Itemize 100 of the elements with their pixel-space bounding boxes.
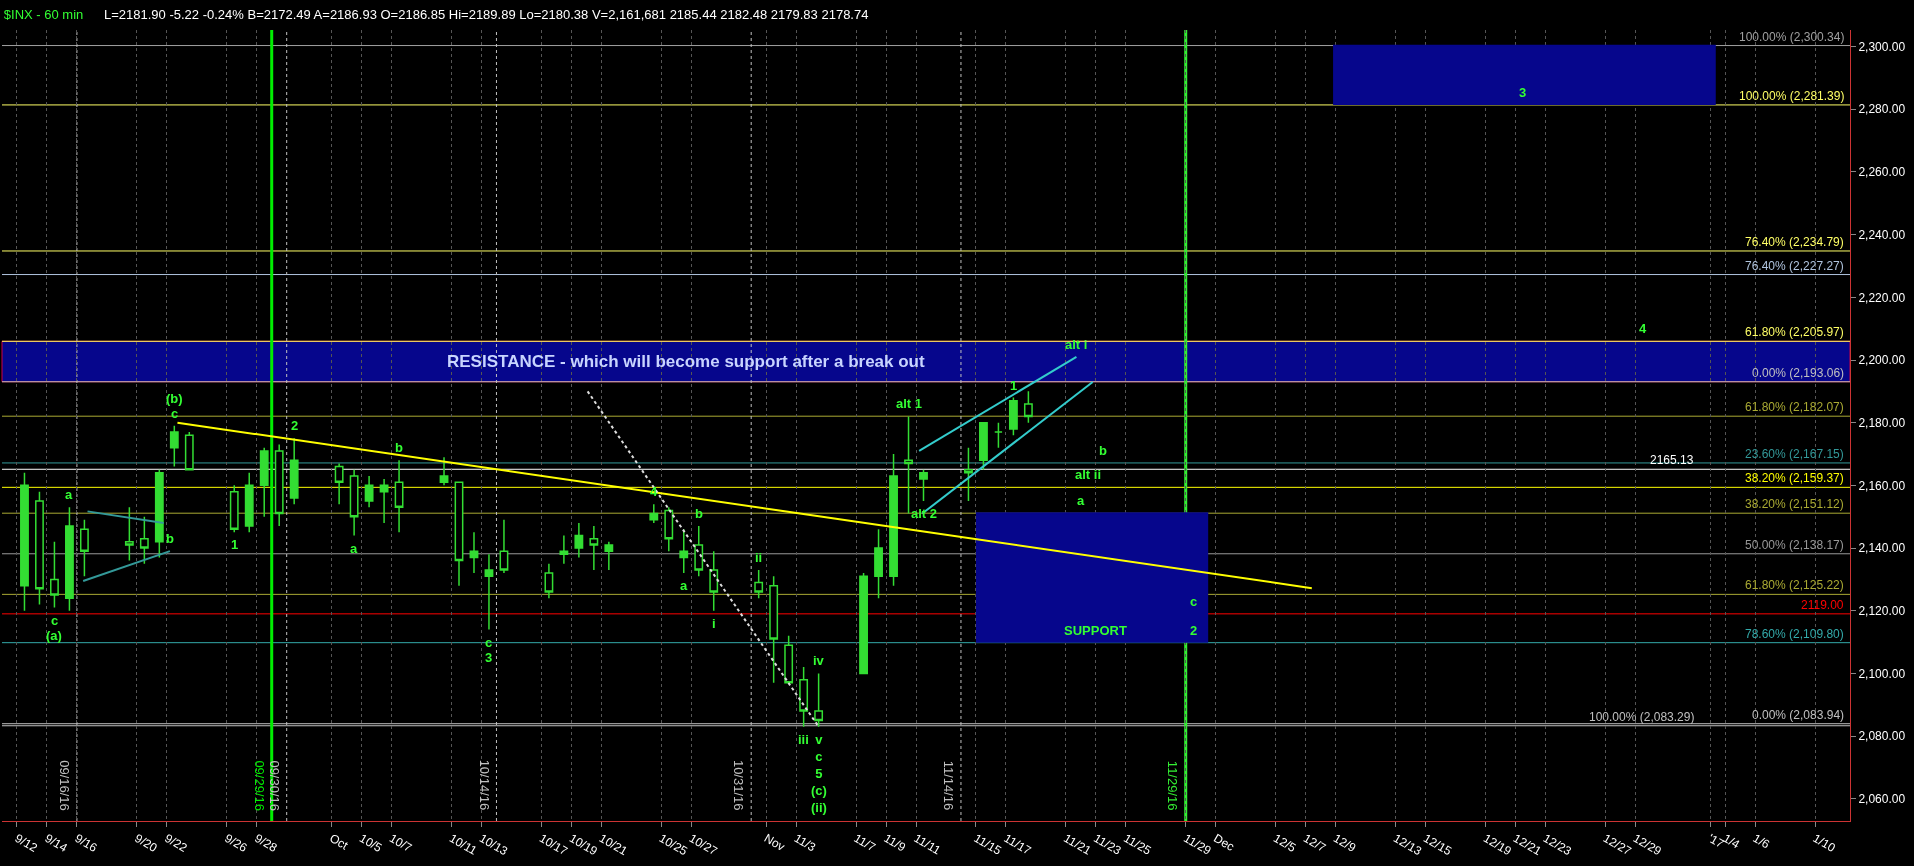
annotation: 2 bbox=[291, 418, 299, 433]
ref-line-label: 2165.13 bbox=[1650, 453, 1694, 467]
ref-line-label: 38.20% (2,151.12) bbox=[1745, 497, 1844, 511]
ref-line-label: 50.00% (2,138.17) bbox=[1745, 538, 1844, 552]
band-label: RESISTANCE - which will become support after a break out bbox=[447, 352, 925, 371]
annotation: (b) bbox=[166, 391, 183, 406]
annotation: b bbox=[695, 506, 703, 521]
y-tick-label: 2,140.00 bbox=[1858, 541, 1906, 556]
x-tick-label: 12/5 bbox=[1271, 831, 1299, 856]
x-tick-label: 9/28 bbox=[252, 831, 280, 856]
candlestick bbox=[799, 666, 809, 728]
annotation: alt 2 bbox=[911, 506, 938, 521]
x-tick-label: 12/7 bbox=[1301, 831, 1329, 856]
candlestick bbox=[259, 447, 269, 518]
ref-line-label: 100.00% (2,281.39) bbox=[1739, 89, 1845, 103]
ref-line-label: 0.00% (2,193.06) bbox=[1752, 366, 1845, 380]
x-tick-label: 12/23 bbox=[1540, 831, 1575, 859]
candlestick bbox=[289, 437, 299, 505]
candlestick bbox=[394, 459, 404, 534]
x-tick-label: 11/17 bbox=[1001, 831, 1034, 858]
y-tick-label: 2,080.00 bbox=[1858, 729, 1906, 744]
annotation: ii bbox=[755, 550, 763, 565]
candlestick bbox=[124, 506, 134, 562]
y-tick-label: 2,240.00 bbox=[1858, 227, 1906, 242]
ref-line-label: 78.60% (2,109.80) bbox=[1745, 627, 1844, 641]
x-tick-label: 10/7 bbox=[387, 831, 415, 856]
annotation: 1 bbox=[1010, 378, 1018, 393]
annotation: a bbox=[1077, 493, 1085, 508]
candlestick bbox=[919, 468, 928, 502]
x-tick-label: 10/5 bbox=[357, 831, 385, 856]
x-tick-label: 9/26 bbox=[222, 831, 250, 856]
candlestick bbox=[574, 522, 584, 559]
candlestick bbox=[814, 672, 824, 728]
candlestick bbox=[244, 472, 254, 534]
ref-line-label: 10/14/16 bbox=[476, 759, 492, 811]
ref-line-label: 61.80% (2,125.22) bbox=[1745, 578, 1844, 592]
candlestick bbox=[364, 475, 374, 509]
ref-line-label: 76.40% (2,227.27) bbox=[1745, 259, 1844, 273]
annotation: b bbox=[166, 531, 174, 546]
ref-line-label: 38.20% (2,159.37) bbox=[1745, 471, 1844, 485]
candlestick bbox=[35, 490, 44, 606]
annotation: (a) bbox=[46, 628, 62, 643]
x-tick-label: 1/10 bbox=[1810, 831, 1839, 856]
y-tick-label: 2,280.00 bbox=[1858, 102, 1906, 117]
ref-line-label: 76.40% (2,234.79) bbox=[1745, 235, 1844, 249]
annotation: b bbox=[395, 440, 403, 455]
candlestick bbox=[859, 572, 868, 675]
annotation: 3 bbox=[1519, 85, 1527, 100]
annotation: SUPPORT bbox=[1064, 623, 1127, 638]
annotation: c bbox=[51, 613, 59, 628]
x-tick-label: 11/23 bbox=[1091, 831, 1124, 858]
candlestick bbox=[484, 553, 494, 631]
x-tick-label: 1/6 bbox=[1750, 831, 1773, 852]
annotation: iii bbox=[798, 732, 809, 747]
y-tick-label: 2,060.00 bbox=[1858, 791, 1906, 806]
ref-line-label: 61.80% (2,205.97) bbox=[1745, 325, 1844, 339]
annotation: c bbox=[485, 635, 493, 650]
candlestick bbox=[1008, 396, 1018, 436]
annotation: v c 5 (c) (ii) bbox=[811, 732, 827, 815]
y-tick-label: 2,180.00 bbox=[1858, 415, 1906, 430]
candlestick bbox=[784, 635, 794, 684]
candlestick bbox=[469, 531, 479, 574]
x-tick-label: 9/16 bbox=[72, 831, 100, 856]
candlestick bbox=[334, 462, 344, 505]
candlestick bbox=[769, 575, 779, 684]
x-tick-label: 11/7 bbox=[851, 831, 879, 855]
y-tick-label: 2,120.00 bbox=[1858, 603, 1906, 618]
x-tick-label: 11/11 bbox=[911, 831, 944, 858]
annotation: b bbox=[1099, 443, 1107, 458]
candlestick bbox=[994, 421, 1003, 449]
candlestick bbox=[274, 443, 284, 527]
annotation: i bbox=[712, 616, 716, 631]
x-tick-label: Nov bbox=[761, 831, 788, 854]
annotation: alt ii bbox=[1075, 467, 1102, 482]
x-tick-label: 9/22 bbox=[162, 831, 190, 856]
candlestick bbox=[544, 562, 554, 599]
y-tick-label: 2,100.00 bbox=[1858, 666, 1906, 681]
candlestick bbox=[694, 525, 704, 577]
x-tick-label: 11/25 bbox=[1121, 831, 1154, 858]
annotation: 4 bbox=[1639, 321, 1647, 336]
ref-line-label: 09/30/16 bbox=[266, 760, 282, 812]
annotation: 3 bbox=[485, 650, 493, 665]
candlestick bbox=[889, 453, 898, 587]
ref-line-label: 09/29/16 bbox=[251, 760, 267, 811]
candlestick bbox=[904, 415, 913, 515]
candlestick bbox=[649, 503, 659, 524]
candlestick bbox=[50, 541, 59, 609]
annotation: iv bbox=[813, 653, 825, 668]
ref-line-label: 100.00% (2,083.29) bbox=[1589, 710, 1695, 724]
annotation: alt 1 bbox=[896, 396, 923, 411]
candlestick bbox=[229, 484, 239, 534]
candlestick bbox=[379, 478, 389, 524]
ref-line-label: 11/29/16 bbox=[1165, 760, 1181, 811]
candlestick bbox=[1023, 390, 1033, 424]
candlestick bbox=[154, 468, 164, 559]
ref-line-label: 23.60% (2,167.15) bbox=[1745, 447, 1844, 461]
candlestick bbox=[139, 515, 149, 565]
x-tick-label: Dec bbox=[1211, 831, 1237, 854]
annotation: a bbox=[65, 487, 73, 502]
candlestick bbox=[664, 506, 674, 552]
